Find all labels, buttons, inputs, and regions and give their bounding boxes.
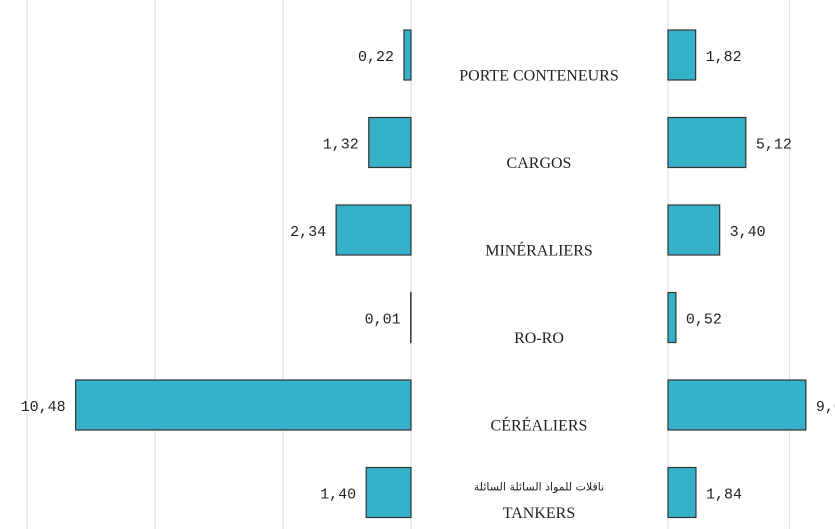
value-label: 1,82 xyxy=(706,49,742,66)
category-annotation: ناقلات للمواد السائلة السائلة xyxy=(474,481,604,494)
bar xyxy=(667,116,747,169)
category-label: MINÉRALIERS xyxy=(485,241,593,260)
value-label: 0,22 xyxy=(358,49,394,66)
value-label: 1,40 xyxy=(320,486,356,503)
value-label: 10,48 xyxy=(21,399,66,416)
value-label: 1,84 xyxy=(706,486,742,503)
bar xyxy=(403,29,412,81)
bar xyxy=(75,379,412,431)
bar xyxy=(667,466,697,519)
value-label: 0,01 xyxy=(365,311,401,328)
value-label: 9,07 xyxy=(816,399,835,416)
category-label: RO-RO xyxy=(514,330,564,347)
bar xyxy=(667,204,721,256)
bar xyxy=(667,379,807,431)
bar xyxy=(667,291,677,344)
bar xyxy=(368,116,412,169)
category-label: CÉRÉALIERS xyxy=(491,416,588,435)
value-label: 0,52 xyxy=(686,311,722,328)
value-label: 5,12 xyxy=(756,136,792,153)
value-label: 1,32 xyxy=(323,136,359,153)
grid xyxy=(26,0,791,529)
category-label: PORTE CONTENEURS xyxy=(459,68,619,85)
bar xyxy=(365,466,412,519)
bar xyxy=(667,29,697,81)
value-label: 2,34 xyxy=(290,224,326,241)
category-label: TANKERS xyxy=(503,505,576,522)
value-label: 3,40 xyxy=(730,224,766,241)
bar xyxy=(335,204,412,256)
category-label: CARGOS xyxy=(507,155,572,172)
